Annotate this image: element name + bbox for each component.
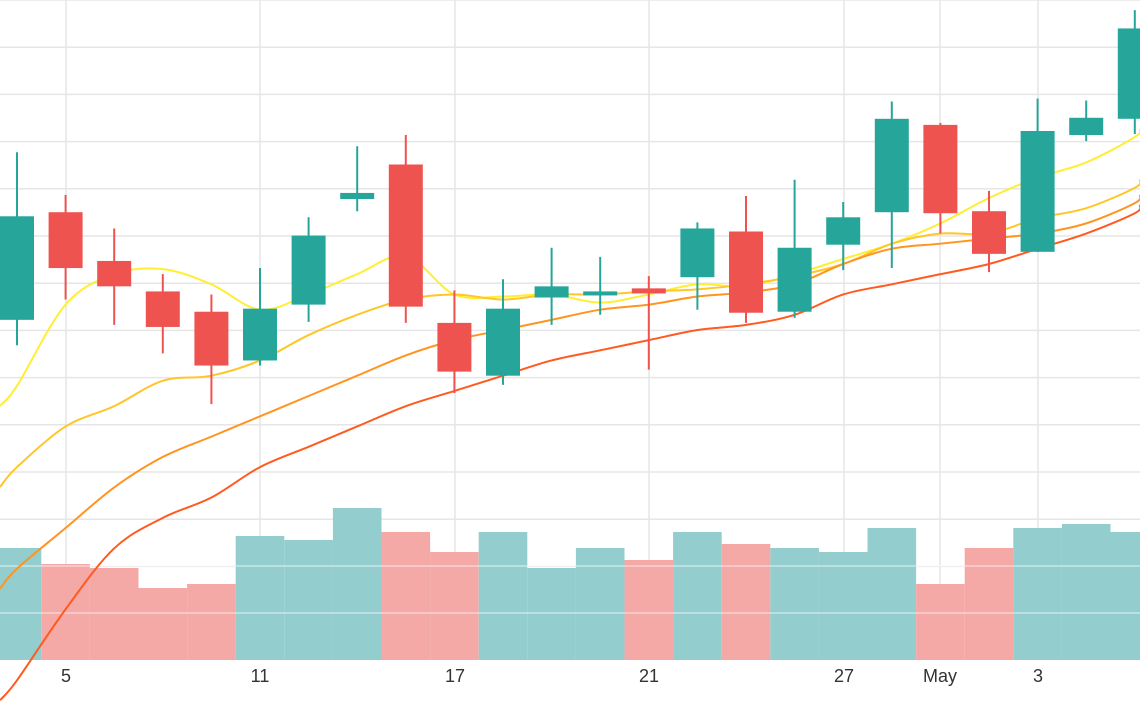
volume-bar [138,588,188,660]
x-tick-label: 27 [834,666,854,686]
volume-bar [430,552,479,660]
volume-bar [867,528,917,660]
volume-bar [916,584,965,660]
volume-bar [235,536,285,660]
moving-average-line [0,128,1140,407]
volume-bars [0,508,1140,660]
moving-average-line [0,194,1140,590]
volume-bar [332,508,382,660]
volume-bar [575,548,625,660]
x-tick-label: 21 [639,666,659,686]
candle-body [631,288,666,294]
volume-bar [1061,524,1111,660]
candle-body [97,260,132,287]
volume-bar [381,532,431,660]
volume-bar [527,568,576,660]
candle-body [777,247,812,312]
candle-body [874,118,909,213]
volume-bar [89,568,139,660]
volume-bar [721,544,771,660]
x-tick-label: 17 [445,666,465,686]
candle-body [729,231,763,313]
x-tick-label: 5 [61,666,71,686]
candle-body [486,308,520,376]
candle-body [291,235,326,305]
volume-bar [818,552,868,660]
candle-body [48,212,83,269]
candle-body [583,291,618,296]
moving-average-line [0,204,1140,701]
volume-bar [187,584,236,660]
volume-bar [478,532,528,660]
candle-body [972,211,1006,254]
volume-bar [41,564,90,660]
candle-body [194,311,229,366]
volume-bar [1110,532,1140,660]
x-tick-label: May [923,666,957,686]
candle-body [243,308,277,361]
candle-body [923,124,958,214]
candle-body [534,286,569,298]
candle-body [1020,130,1055,252]
x-tick-label: 3 [1033,666,1043,686]
candle-body [145,291,180,327]
moving-average-line [0,179,1140,488]
candles [0,10,1140,405]
candle-body [1117,28,1140,119]
x-axis-ticks: 5 11 17 21 27 May 3 [61,666,1043,686]
volume-bar [673,532,722,660]
x-tick-label: 11 [251,666,270,686]
candle-body [680,228,715,278]
volume-bar [770,548,819,660]
candle-body [388,164,423,307]
candle-body [0,216,34,320]
candle-body [826,217,861,245]
candle-body [1069,117,1104,136]
candle-body [340,192,375,200]
volume-bar [284,540,333,660]
volume-bar [1013,528,1062,660]
candle-body [437,322,472,372]
volume-bar [964,548,1014,660]
volume-bar [624,560,674,660]
